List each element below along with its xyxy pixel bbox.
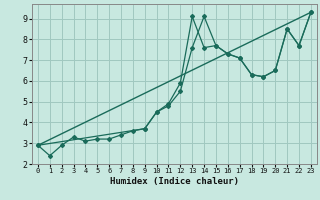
X-axis label: Humidex (Indice chaleur): Humidex (Indice chaleur) bbox=[110, 177, 239, 186]
